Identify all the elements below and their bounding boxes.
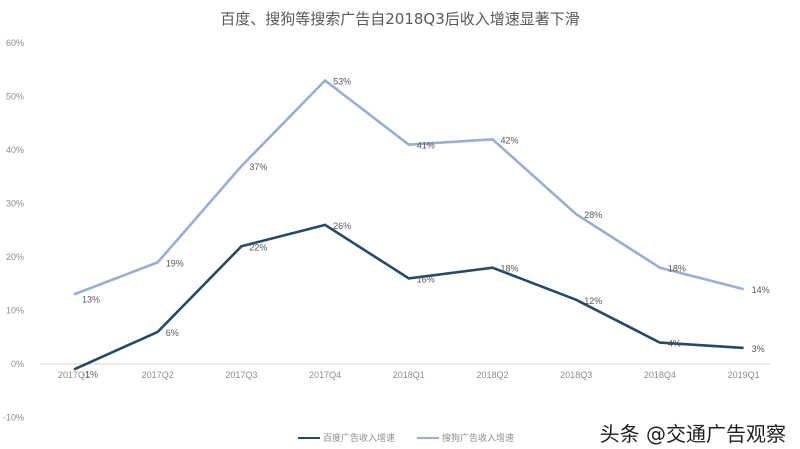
x-tick-label: 2019Q1 xyxy=(728,370,760,380)
data-label: -1% xyxy=(82,369,98,379)
y-tick-label: 10% xyxy=(6,306,24,316)
x-tick-label: 2017Q2 xyxy=(142,370,174,380)
data-label: 53% xyxy=(333,76,351,86)
data-label: 13% xyxy=(82,294,100,304)
legend-item-baidu: 百度广告收入增速 xyxy=(298,431,395,444)
y-tick-label: 40% xyxy=(6,145,24,155)
y-tick-label: -10% xyxy=(3,413,24,423)
data-label: 3% xyxy=(752,344,765,354)
watermark: 头条 @交通广告观察 xyxy=(599,422,786,446)
data-label: 18% xyxy=(501,264,519,274)
legend-item-sogou: 搜狗广告收入增速 xyxy=(417,431,514,444)
data-label: 6% xyxy=(166,328,179,338)
y-tick-label: 50% xyxy=(6,92,24,102)
x-tick-label: 2018Q3 xyxy=(560,370,592,380)
x-tick-label: 2017Q4 xyxy=(309,370,341,380)
chart-title: 百度、搜狗等搜索广告自2018Q3后收入增速显著下滑 xyxy=(220,10,580,28)
data-label: 41% xyxy=(417,141,435,151)
x-tick-label: 2018Q4 xyxy=(644,370,676,380)
x-tick-label: 2017Q3 xyxy=(225,370,257,380)
data-label: 28% xyxy=(584,210,602,220)
series-line-baidu xyxy=(73,223,744,371)
data-label: 4% xyxy=(668,339,681,349)
data-label: 42% xyxy=(501,135,519,145)
data-label: 37% xyxy=(249,162,267,172)
legend-label-sogou: 搜狗广告收入增速 xyxy=(442,434,515,444)
x-tick-label: 2018Q1 xyxy=(393,370,425,380)
data-label: 19% xyxy=(166,258,184,268)
y-tick-label: 0% xyxy=(11,359,24,369)
data-label: 18% xyxy=(668,264,686,274)
y-tick-label: 30% xyxy=(6,199,24,209)
legend-swatch-sogou xyxy=(417,436,440,439)
data-label: 26% xyxy=(333,221,351,231)
data-label: 16% xyxy=(417,274,435,284)
legend-swatch-baidu xyxy=(298,436,320,439)
series-line-sogou xyxy=(73,78,744,296)
data-label: 22% xyxy=(249,242,267,252)
y-tick-label: 20% xyxy=(6,252,24,262)
chart-legend: 百度广告收入增速 搜狗广告收入增速 xyxy=(298,431,514,444)
data-label: 12% xyxy=(584,296,602,306)
legend-label-baidu: 百度广告收入增速 xyxy=(323,434,396,444)
y-tick-label: 60% xyxy=(6,38,24,48)
x-tick-label: 2017Q1 xyxy=(58,370,90,380)
data-label: 14% xyxy=(752,285,770,295)
x-tick-label: 2018Q2 xyxy=(476,370,508,380)
